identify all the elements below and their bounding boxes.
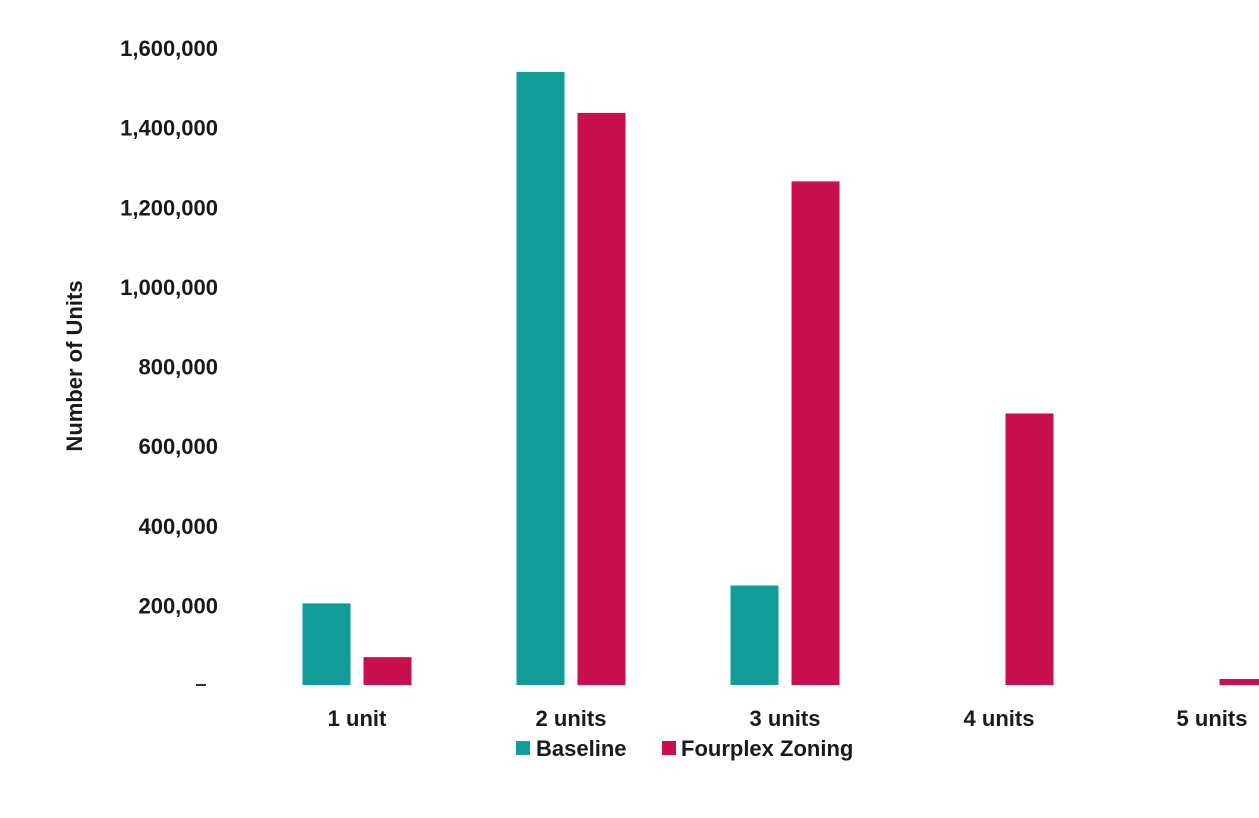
bar-baseline-2-units	[517, 72, 565, 685]
bar-fourplex-zoning-1-unit	[364, 657, 412, 685]
y-tick-label: 1,000,000	[120, 275, 218, 300]
legend-label: Fourplex Zoning	[681, 736, 853, 761]
x-tick-label: 5 units	[1177, 706, 1248, 731]
bar-fourplex-zoning-5-units	[1220, 679, 1259, 685]
legend-swatch	[516, 741, 530, 755]
y-axis-ticks: 200,000 400,000 600,000 800,000 1,000,000 1,2…	[120, 36, 218, 685]
bar-baseline-1-unit	[303, 603, 351, 685]
x-tick-label: 4 units	[964, 706, 1035, 731]
legend-label: Baseline	[536, 736, 627, 761]
bar-fourplex-zoning-3-units	[792, 181, 840, 685]
y-tick-label: 600,000	[138, 434, 218, 459]
x-tick-label: 3 units	[750, 706, 821, 731]
bars	[303, 72, 1259, 685]
bar-baseline-3-units	[731, 585, 779, 685]
y-tick-label: 1,400,000	[120, 116, 218, 141]
legend: Baseline Fourplex Zoning	[516, 736, 853, 761]
y-tick-label: 800,000	[138, 355, 218, 380]
x-tick-label: 1 unit	[328, 706, 387, 731]
y-tick-label: 200,000	[138, 593, 218, 618]
bar-fourplex-zoning-4-units	[1006, 413, 1054, 685]
legend-swatch	[662, 741, 676, 755]
y-axis-title: Number of Units	[62, 280, 87, 451]
x-tick-label: 2 units	[536, 706, 607, 731]
y-tick-label: 1,600,000	[120, 36, 218, 61]
y-tick-label: 1,200,000	[120, 195, 218, 220]
y-tick-label: 400,000	[138, 514, 218, 539]
bar-fourplex-zoning-2-units	[578, 113, 626, 685]
x-axis-ticks: 1 unit 2 units 3 units 4 units 5 units	[328, 706, 1248, 731]
